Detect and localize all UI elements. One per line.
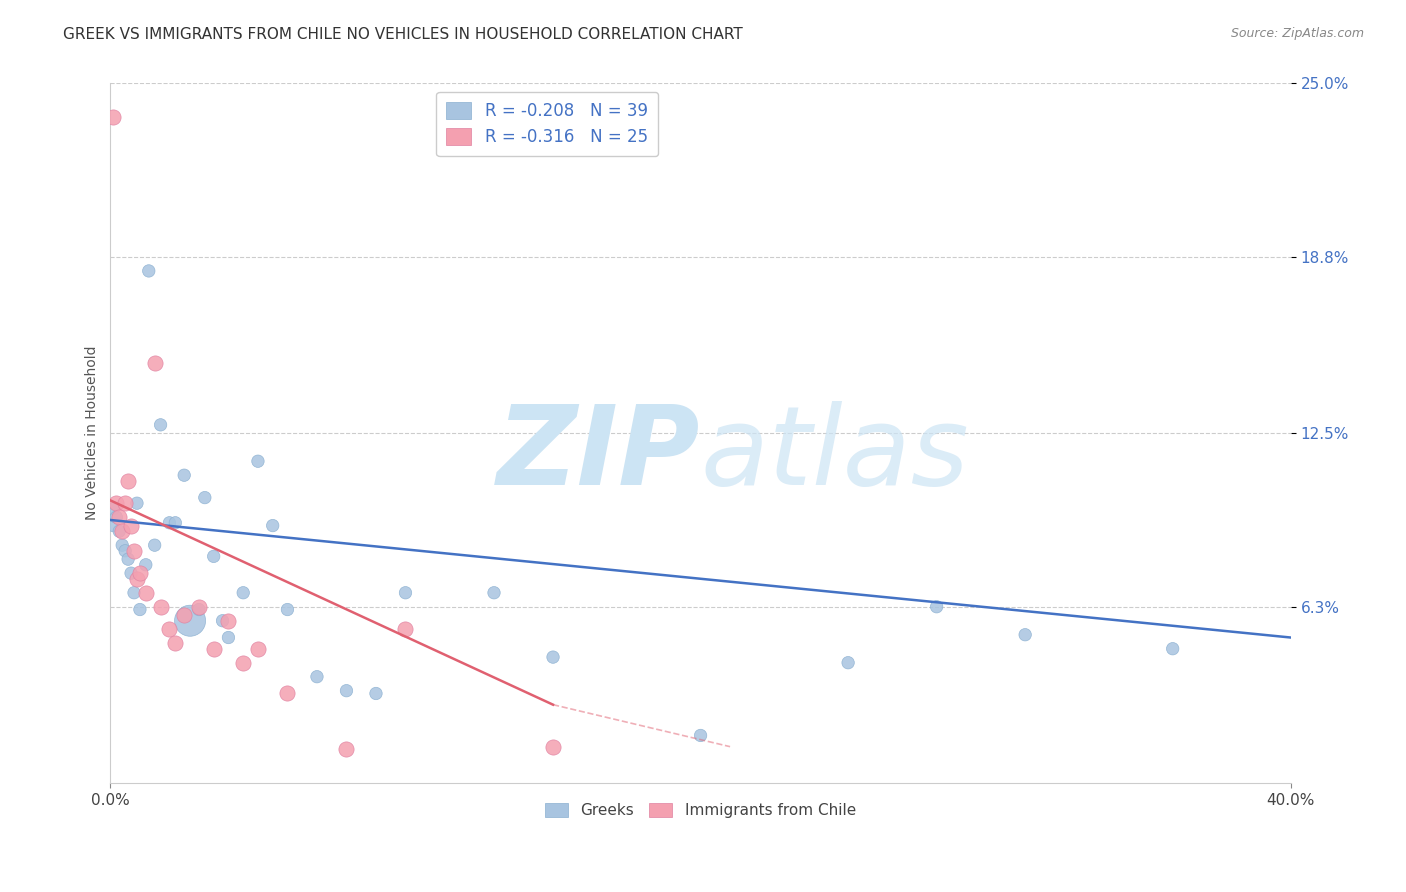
Point — [394, 622, 416, 636]
Point — [149, 599, 172, 614]
Point — [120, 518, 142, 533]
Point — [1161, 641, 1184, 656]
Point — [276, 686, 298, 700]
Text: atlas: atlas — [700, 401, 969, 508]
Point — [541, 739, 564, 754]
Point — [194, 491, 217, 505]
Point — [217, 631, 239, 645]
Point — [276, 602, 298, 616]
Point — [125, 496, 148, 510]
Point — [217, 614, 239, 628]
Point — [149, 417, 172, 432]
Point — [108, 510, 131, 524]
Point — [135, 558, 157, 572]
Point — [246, 641, 269, 656]
Point — [111, 538, 134, 552]
Text: Source: ZipAtlas.com: Source: ZipAtlas.com — [1230, 27, 1364, 40]
Point — [143, 356, 166, 370]
Point — [482, 586, 505, 600]
Point — [173, 608, 195, 623]
Point — [105, 496, 128, 510]
Point — [541, 650, 564, 665]
Point — [689, 729, 711, 743]
Point — [232, 586, 254, 600]
Point — [114, 543, 136, 558]
Text: ZIP: ZIP — [498, 401, 700, 508]
Point — [394, 586, 416, 600]
Legend: Greeks, Immigrants from Chile: Greeks, Immigrants from Chile — [538, 797, 862, 824]
Point — [117, 474, 139, 488]
Point — [108, 524, 131, 538]
Point — [202, 641, 225, 656]
Point — [202, 549, 225, 564]
Point — [129, 566, 152, 581]
Point — [105, 510, 128, 524]
Point — [179, 614, 201, 628]
Y-axis label: No Vehicles in Household: No Vehicles in Household — [86, 346, 100, 521]
Point — [114, 496, 136, 510]
Point — [187, 602, 209, 616]
Point — [187, 599, 209, 614]
Point — [246, 454, 269, 468]
Point — [925, 599, 948, 614]
Point — [364, 686, 387, 700]
Point — [1014, 628, 1036, 642]
Point — [103, 501, 125, 516]
Point — [165, 636, 187, 650]
Point — [103, 518, 125, 533]
Point — [159, 516, 181, 530]
Point — [122, 543, 145, 558]
Point — [335, 683, 357, 698]
Point — [125, 572, 148, 586]
Point — [129, 602, 152, 616]
Point — [211, 614, 233, 628]
Point — [262, 518, 284, 533]
Point — [120, 566, 142, 581]
Point — [305, 670, 328, 684]
Point — [111, 524, 134, 538]
Text: GREEK VS IMMIGRANTS FROM CHILE NO VEHICLES IN HOUSEHOLD CORRELATION CHART: GREEK VS IMMIGRANTS FROM CHILE NO VEHICL… — [63, 27, 742, 42]
Point — [173, 468, 195, 483]
Point — [837, 656, 859, 670]
Point — [335, 742, 357, 756]
Point — [165, 516, 187, 530]
Point — [103, 110, 125, 124]
Point — [135, 586, 157, 600]
Point — [232, 656, 254, 670]
Point — [122, 586, 145, 600]
Point — [138, 264, 160, 278]
Point — [159, 622, 181, 636]
Point — [143, 538, 166, 552]
Point — [117, 552, 139, 566]
